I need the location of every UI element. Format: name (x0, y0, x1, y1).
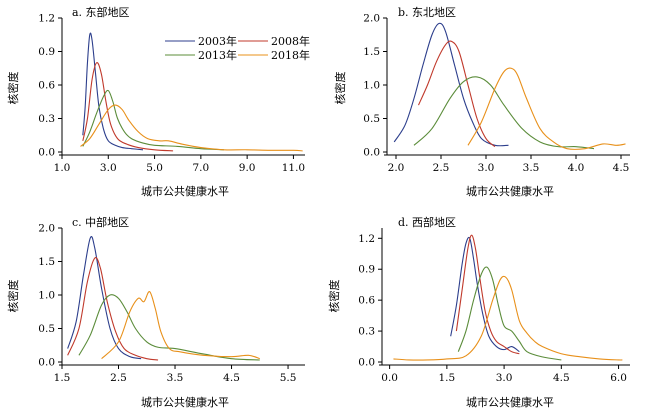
panel-b: b. 东北地区 核密度 城市公共健康水平 0.0 0.5 1.0 1.5 2.0 2.0 2… (333, 6, 630, 198)
panel-b-xtick-label: 4.0 (568, 162, 585, 174)
panel-a-xtick-label: 9.0 (239, 162, 256, 174)
panel-a-ytick-label: 0.6 (38, 80, 55, 92)
panel-c-xtick-label: 4.5 (223, 372, 240, 384)
panel-d-xtick-label: 3.0 (496, 372, 513, 384)
legend-entry-2013: 2013年 (165, 48, 237, 62)
panel-c-xtick-label: 1.5 (54, 372, 71, 384)
panel-b-curve-2013 (413, 76, 595, 150)
legend-label-2003: 2003年 (198, 34, 237, 48)
legend-label-2008: 2008年 (271, 34, 310, 48)
panel-c-plot-area: 0.0 0.5 1.0 1.5 2.0 1.5 2.5 3.5 4.5 5.5 (38, 223, 305, 384)
panel-a-xtick-label: 7.0 (193, 162, 210, 174)
panel-a-xtick-label: 3.0 (100, 162, 117, 174)
panel-d-ytick-label: 0.6 (358, 295, 375, 307)
panel-b-curve-2018 (467, 67, 626, 150)
panel-b-xtick-label: 2.0 (388, 162, 405, 174)
panel-a-ylabel: 核密度 (6, 72, 20, 105)
panel-b-curve-2003 (393, 22, 509, 147)
panel-a-curve-2013 (82, 89, 225, 151)
panel-c-curve-2003 (67, 236, 142, 360)
panel-a-plot-area: 0.0 0.3 0.6 0.9 1.2 1.0 3.0 5.0 7.0 9.0 11.0 (38, 13, 305, 175)
panel-d-xtick-label: 4.5 (553, 372, 570, 384)
panel-a: a. 东部地区 核密度 城市公共健康水平 0.0 0.3 0.6 0.9 1.2 1.0 3… (6, 5, 310, 198)
panel-c-curve-2008 (67, 257, 159, 361)
panel-c-ytick-label: 1.5 (38, 256, 55, 268)
panel-a-curve-2018 (80, 104, 303, 152)
panel-b-xtick-label: 3.0 (478, 162, 495, 174)
panel-c-xtick-label: 5.5 (280, 372, 297, 384)
panel-a-curve-2008 (82, 62, 174, 152)
panel-c-ytick-label: 1.0 (38, 290, 55, 302)
panel-a-ytick-label: 0.9 (38, 46, 55, 58)
panel-a-xtick-label: 1.0 (54, 162, 71, 174)
panel-c-curve-2018 (101, 291, 260, 360)
panel-a-xtick-label: 5.0 (146, 162, 163, 174)
panel-d-curve-2013 (457, 266, 562, 361)
panel-b-curve-2008 (417, 40, 496, 148)
panel-c-ytick-label: 0.0 (38, 357, 55, 369)
panel-a-curve-2003 (82, 32, 144, 151)
panel-d-title: d. 西部地区 (398, 215, 456, 229)
legend-entry-2018: 2018年 (238, 48, 310, 62)
panel-d-curve-2018 (393, 275, 623, 361)
panel-d-xtick-label: 0.0 (381, 372, 398, 384)
panel-b-xlabel: 城市公共健康水平 (466, 184, 554, 198)
legend: 2003年 2008年 2013年 2018年 (165, 34, 310, 62)
panel-b-ytick-label: 1.0 (363, 80, 380, 92)
panel-c-ytick-label: 0.5 (38, 323, 55, 335)
panel-d-xtick-label: 1.5 (439, 372, 456, 384)
panel-a-ytick-label: 0.0 (38, 147, 55, 159)
panel-c-ylabel: 核密度 (6, 280, 20, 313)
legend-label-2013: 2013年 (198, 48, 237, 62)
panel-d-ytick-label: 0.0 (358, 357, 375, 369)
panel-d-ylabel: 核密度 (327, 280, 341, 313)
panel-b-plot-area: 0.0 0.5 1.0 1.5 2.0 2.0 2.5 3.0 3.5 4.0 4.5 (363, 13, 630, 174)
panel-b-xtick-label: 4.5 (613, 162, 630, 174)
panel-d-xtick-label: 6.0 (610, 372, 627, 384)
panel-b-xtick-label: 2.5 (433, 162, 450, 174)
panel-c-xtick-label: 3.5 (167, 372, 184, 384)
panel-d-plot-area: 0.0 0.3 0.6 0.9 1.2 0.0 1.5 3.0 4.5 6.0 (358, 228, 630, 384)
panel-d-curve-2008 (455, 234, 520, 355)
panel-a-ytick-label: 0.3 (38, 113, 55, 125)
panel-c-curve-2013 (78, 294, 260, 361)
panel-c: c. 中部地区 核密度 城市公共健康水平 0.0 0.5 1.0 1.5 2.0 1.5 2… (6, 215, 305, 409)
panel-d-ytick-label: 1.2 (358, 233, 375, 245)
panel-b-ytick-label: 0.0 (363, 147, 380, 159)
panel-d-ytick-label: 0.9 (358, 264, 375, 276)
panel-b-title: b. 东北地区 (398, 6, 456, 19)
panel-d-xlabel: 城市公共健康水平 (466, 395, 554, 409)
panel-b-ytick-label: 1.5 (363, 46, 380, 58)
panel-b-ytick-label: 2.0 (363, 13, 380, 25)
panel-d: d. 西部地区 核密度 城市公共健康水平 0.0 0.3 0.6 0.9 1.2 0.0 1… (327, 215, 630, 409)
panel-c-title: c. 中部地区 (72, 215, 129, 229)
legend-entry-2003: 2003年 (165, 34, 237, 48)
panel-c-xtick-label: 2.5 (110, 372, 127, 384)
panel-a-title: a. 东部地区 (72, 5, 130, 19)
panel-b-ylabel: 核密度 (333, 72, 347, 105)
panel-b-ytick-label: 0.5 (363, 113, 380, 125)
panel-b-xtick-label: 3.5 (523, 162, 540, 174)
panel-a-xlabel: 城市公共健康水平 (141, 184, 229, 198)
panel-c-ytick-label: 2.0 (38, 223, 55, 235)
panel-d-ytick-label: 0.3 (358, 326, 375, 338)
legend-label-2018: 2018年 (271, 48, 310, 62)
panel-c-xlabel: 城市公共健康水平 (141, 395, 229, 409)
panel-a-ytick-label: 1.2 (38, 13, 55, 25)
legend-entry-2008: 2008年 (238, 34, 310, 48)
panel-a-xtick-label: 11.0 (282, 162, 305, 174)
